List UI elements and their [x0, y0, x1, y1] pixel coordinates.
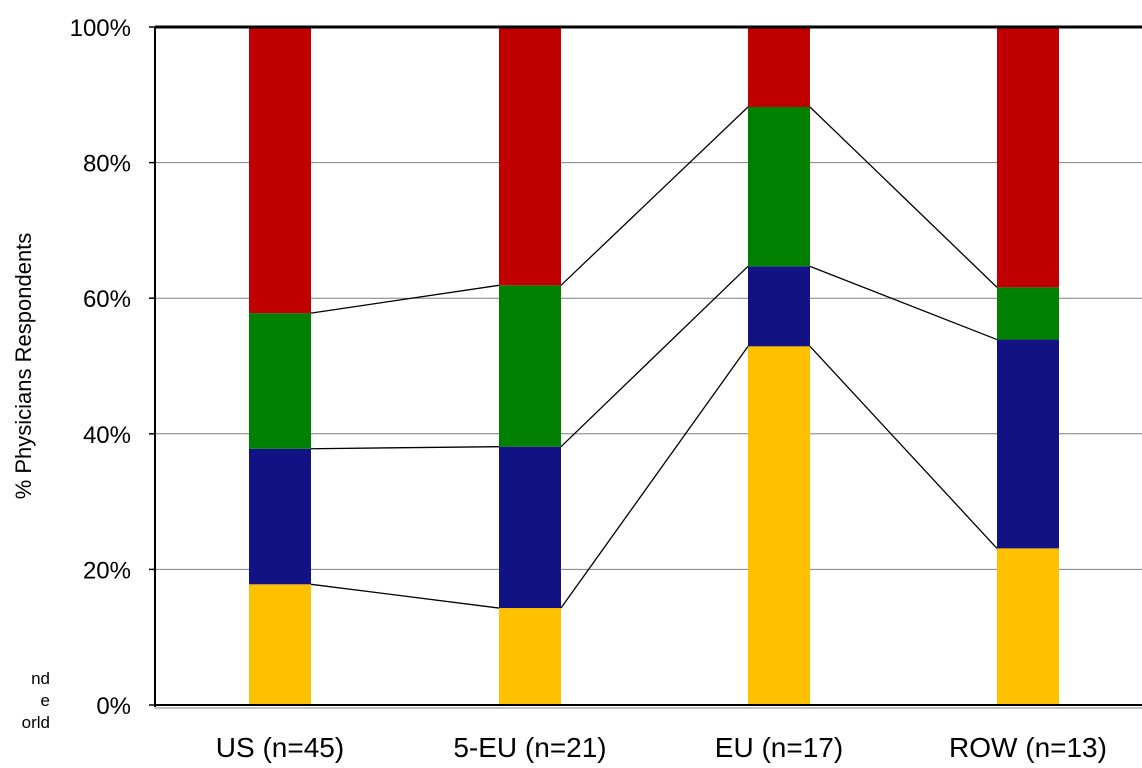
bar-segment — [997, 548, 1059, 705]
connector-lines — [310, 106, 998, 609]
connector-line — [809, 106, 998, 288]
side-note-line: e — [40, 691, 50, 710]
connector-line — [310, 583, 500, 609]
bar-segment — [748, 266, 810, 347]
connector-line — [310, 446, 500, 450]
bar-segment — [249, 27, 311, 314]
gridlines — [155, 162, 1142, 570]
y-axis-title: % Physicians Respondents — [11, 233, 36, 500]
bar-segment — [249, 584, 311, 705]
y-tick-label: 60% — [83, 286, 131, 313]
bar-segment — [997, 287, 1059, 340]
bar-segment — [748, 27, 810, 108]
connector-line — [809, 345, 998, 549]
y-tick-label: 40% — [83, 422, 131, 449]
bar-segment — [748, 107, 810, 267]
x-category-label: ROW (n=13) — [949, 732, 1107, 763]
plot-frame — [149, 25, 1142, 709]
bar-segment — [499, 285, 561, 447]
x-category-label: US (n=45) — [216, 732, 344, 763]
bar-segment — [499, 27, 561, 286]
side-note-line: orld — [21, 713, 50, 732]
truncated-side-note: nd e orld — [0, 668, 50, 734]
connector-line — [310, 284, 500, 314]
bars — [249, 27, 1059, 705]
y-tick-label: 100% — [70, 15, 131, 42]
y-tick-label: 20% — [83, 557, 131, 584]
x-category-label: 5-EU (n=21) — [453, 732, 606, 763]
bar-segment — [499, 608, 561, 705]
bar-segment — [249, 448, 311, 585]
y-tick-label: 0% — [96, 693, 131, 720]
y-tick-label: 80% — [83, 151, 131, 178]
side-note-line: nd — [31, 669, 50, 688]
bar-segment — [997, 339, 1059, 549]
bar-segment — [499, 446, 561, 609]
connector-line — [809, 265, 998, 341]
x-category-label: EU (n=17) — [715, 732, 843, 763]
connector-line — [560, 345, 749, 609]
connector-line — [560, 106, 749, 286]
y-tick-labels: 0% 20% 40% 60% 80% 100% — [70, 15, 131, 720]
x-category-labels: US (n=45) 5-EU (n=21) EU (n=17) ROW (n=13) — [216, 732, 1107, 763]
bar-segment — [748, 346, 810, 705]
bar-segment — [249, 313, 311, 449]
bar-segment — [997, 27, 1059, 288]
connector-line — [560, 265, 749, 448]
